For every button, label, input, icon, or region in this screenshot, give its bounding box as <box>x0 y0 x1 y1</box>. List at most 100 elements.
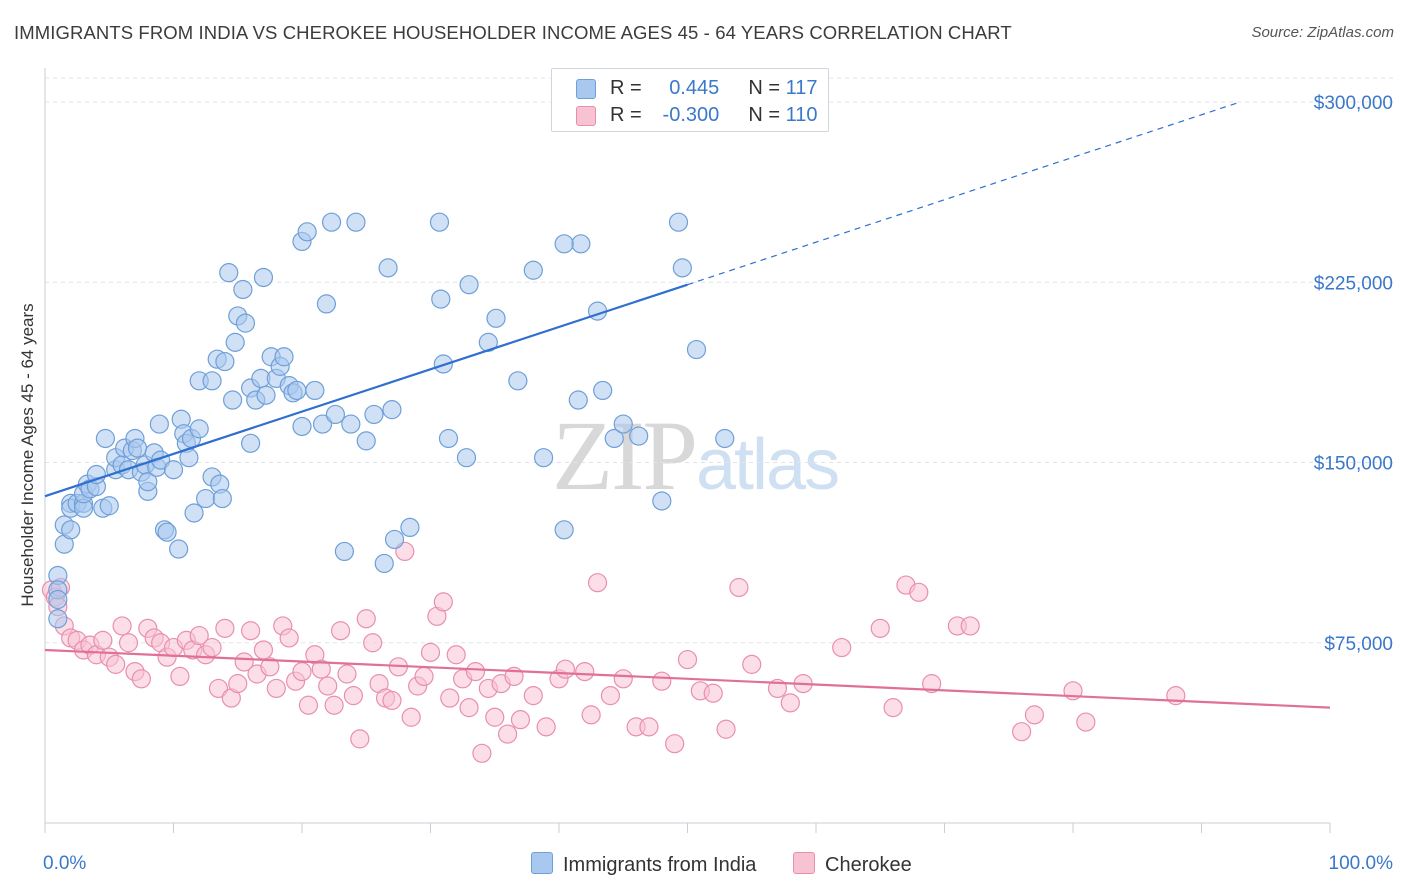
cherokee-point <box>131 669 151 689</box>
india-point <box>305 380 325 401</box>
cherokee-point <box>420 642 441 662</box>
india-point <box>346 212 366 232</box>
india-points <box>48 212 735 629</box>
x-tick-label: 0.0% <box>43 853 86 874</box>
cherokee-point <box>260 657 280 677</box>
india-point <box>256 385 276 405</box>
india-point <box>459 275 479 295</box>
legend-r-label: R = <box>610 104 642 126</box>
india-point <box>334 541 355 562</box>
chart-title: IMMIGRANTS FROM INDIA VS CHEROKEE HOUSEH… <box>14 22 1012 43</box>
cherokee-point <box>1076 712 1096 732</box>
cherokee-point <box>587 573 608 593</box>
cherokee-point <box>485 707 505 727</box>
india-point <box>429 212 450 232</box>
india-point <box>202 371 222 391</box>
india-point <box>456 448 477 468</box>
india-point <box>568 390 588 410</box>
cherokee-point <box>433 592 453 612</box>
cherokee-point <box>382 690 402 711</box>
india-point <box>438 428 459 449</box>
cherokee-point <box>215 618 235 638</box>
y-tick-label: $150,000 <box>1314 454 1393 475</box>
cherokee-point <box>170 666 190 687</box>
cherokee-point <box>523 686 543 706</box>
cherokee-point <box>356 609 376 629</box>
cherokee-point <box>555 659 576 679</box>
trend-lines <box>44 101 1331 709</box>
cherokee-point <box>613 669 633 689</box>
cherokee-point <box>536 717 556 737</box>
bottom-legend-swatch-india <box>531 852 553 874</box>
india-point <box>86 464 107 485</box>
cherokee-point <box>729 577 749 598</box>
bottom-legend-india: Immigrants from India <box>531 852 756 877</box>
cherokee-point <box>575 661 595 682</box>
tick-labels: $75,000 $150,000 $225,000 $300,000 0.0% 100.0… <box>43 93 1393 874</box>
cherokee-point <box>228 674 248 694</box>
india-point <box>189 419 209 439</box>
cherokee-point <box>581 705 601 725</box>
cherokee-point <box>93 630 113 650</box>
x-tick-label: 100.0% <box>1329 853 1394 874</box>
legend-n-label: N = <box>748 104 781 126</box>
cherokee-point <box>446 645 466 665</box>
india-point <box>374 553 394 574</box>
cherokee-point <box>742 654 762 674</box>
cherokee-point <box>440 688 460 708</box>
cherokee-point <box>498 724 518 744</box>
india-point <box>169 539 189 559</box>
india-point <box>554 234 574 254</box>
cherokee-point <box>330 621 351 641</box>
cherokee-point <box>665 734 685 754</box>
india-point <box>297 222 317 242</box>
india-point <box>629 426 649 446</box>
india-point <box>235 313 256 333</box>
y-tick-label: $75,000 <box>1324 634 1393 655</box>
india-point <box>196 488 216 509</box>
cherokee-point <box>922 674 942 694</box>
india-point <box>127 438 148 458</box>
cherokee-point <box>883 698 903 718</box>
legend-n-label: N = <box>748 77 781 99</box>
cherokee-point <box>363 633 383 653</box>
india-point <box>184 503 204 523</box>
cherokee-points <box>41 541 1186 763</box>
india-point <box>321 212 342 232</box>
y-axis-label: Householder Income Ages 45 - 64 years <box>18 303 37 606</box>
india-point <box>149 414 169 434</box>
india-point <box>686 339 707 360</box>
india-point <box>325 404 346 425</box>
india-point <box>215 351 235 372</box>
cherokee-point <box>241 621 261 641</box>
india-point <box>533 448 554 468</box>
cherokee-point <box>401 707 421 727</box>
india-point <box>378 258 398 278</box>
y-tick-label: $300,000 <box>1314 93 1393 114</box>
india-point <box>287 380 307 401</box>
bottom-legend-label-cherokee: Cherokee <box>825 854 912 876</box>
india-point <box>400 517 420 538</box>
cherokee-point <box>350 729 370 749</box>
cherokee-point <box>112 616 132 636</box>
india-point <box>225 332 245 352</box>
cherokee-point <box>639 717 659 737</box>
axes <box>44 68 1331 833</box>
india-point <box>613 414 633 434</box>
cherokee-point <box>253 640 274 660</box>
cherokee-point <box>652 671 672 691</box>
cherokee-point <box>510 710 531 730</box>
legend-n-value: 110 <box>785 104 818 126</box>
cherokee-point <box>266 678 286 699</box>
india-point <box>316 294 337 314</box>
india-point <box>341 414 361 434</box>
india-trend-extension <box>687 101 1241 286</box>
india-point <box>486 308 506 328</box>
cherokee-point <box>337 664 357 684</box>
india-point <box>364 404 384 425</box>
grid-lines <box>45 77 1395 644</box>
india-point <box>223 390 243 410</box>
cherokee-point <box>279 628 299 648</box>
cherokee-point <box>909 582 929 602</box>
